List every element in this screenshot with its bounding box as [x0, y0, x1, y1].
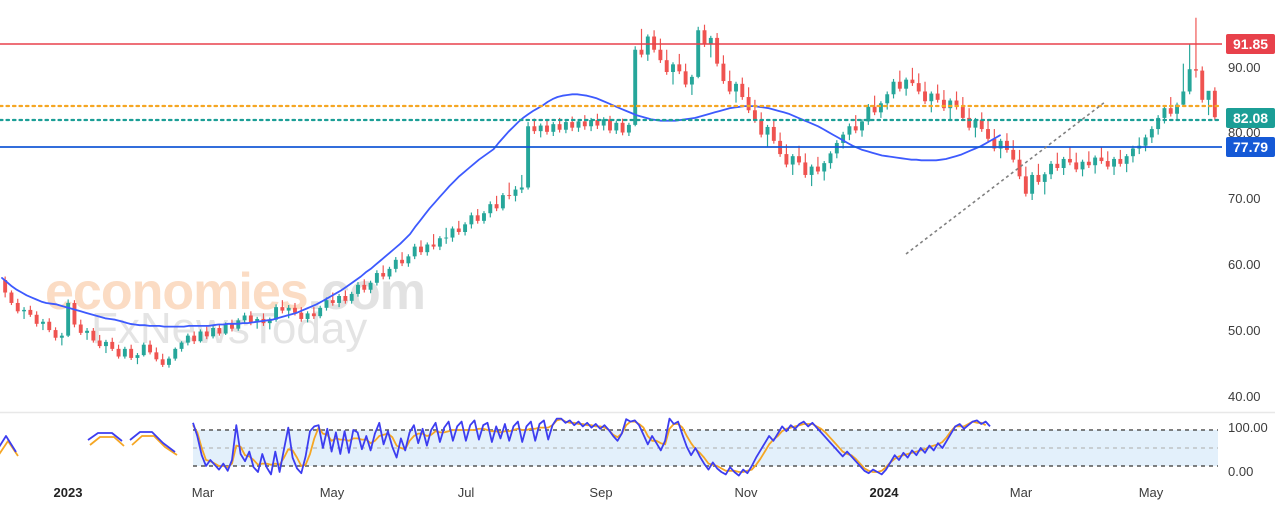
- price-tick-40-00: 40.00: [1228, 389, 1261, 404]
- stochastic-k-line: [192, 417, 991, 477]
- price-tick-70-00: 70.00: [1228, 191, 1261, 206]
- time-tick-nov: Nov: [734, 485, 758, 500]
- price-tag-last-high[interactable]: 82.08: [1226, 108, 1275, 128]
- ascending-trendline: [905, 101, 1106, 255]
- stochastic-leading-fragment: [0, 431, 178, 457]
- time-tick-mar: Mar: [1009, 485, 1033, 500]
- time-tick-2024: 2024: [869, 485, 899, 500]
- time-tick-2023: 2023: [53, 485, 83, 500]
- price-tick-90-00: 90.00: [1228, 60, 1261, 75]
- price-tag-current[interactable]: 77.79: [1226, 137, 1275, 157]
- time-tick-sep: Sep: [589, 485, 613, 500]
- indicator-tick-100-00: 100.00: [1228, 420, 1268, 435]
- moving-average-line: [1, 93, 1001, 328]
- price-tick-80-00: 80.00: [1228, 125, 1261, 140]
- indicator-tick-0-00: 0.00: [1228, 464, 1254, 479]
- price-tag-resistance[interactable]: 91.85: [1226, 34, 1275, 54]
- candlestick-series: [3, 17, 1217, 368]
- price-tick-60-00: 60.00: [1228, 257, 1261, 272]
- time-tick-may: May: [319, 485, 345, 500]
- time-tick-may: May: [1138, 485, 1164, 500]
- time-tick-jul: Jul: [457, 485, 475, 500]
- time-tick-mar: Mar: [191, 485, 215, 500]
- price-tick-50-00: 50.00: [1228, 323, 1261, 338]
